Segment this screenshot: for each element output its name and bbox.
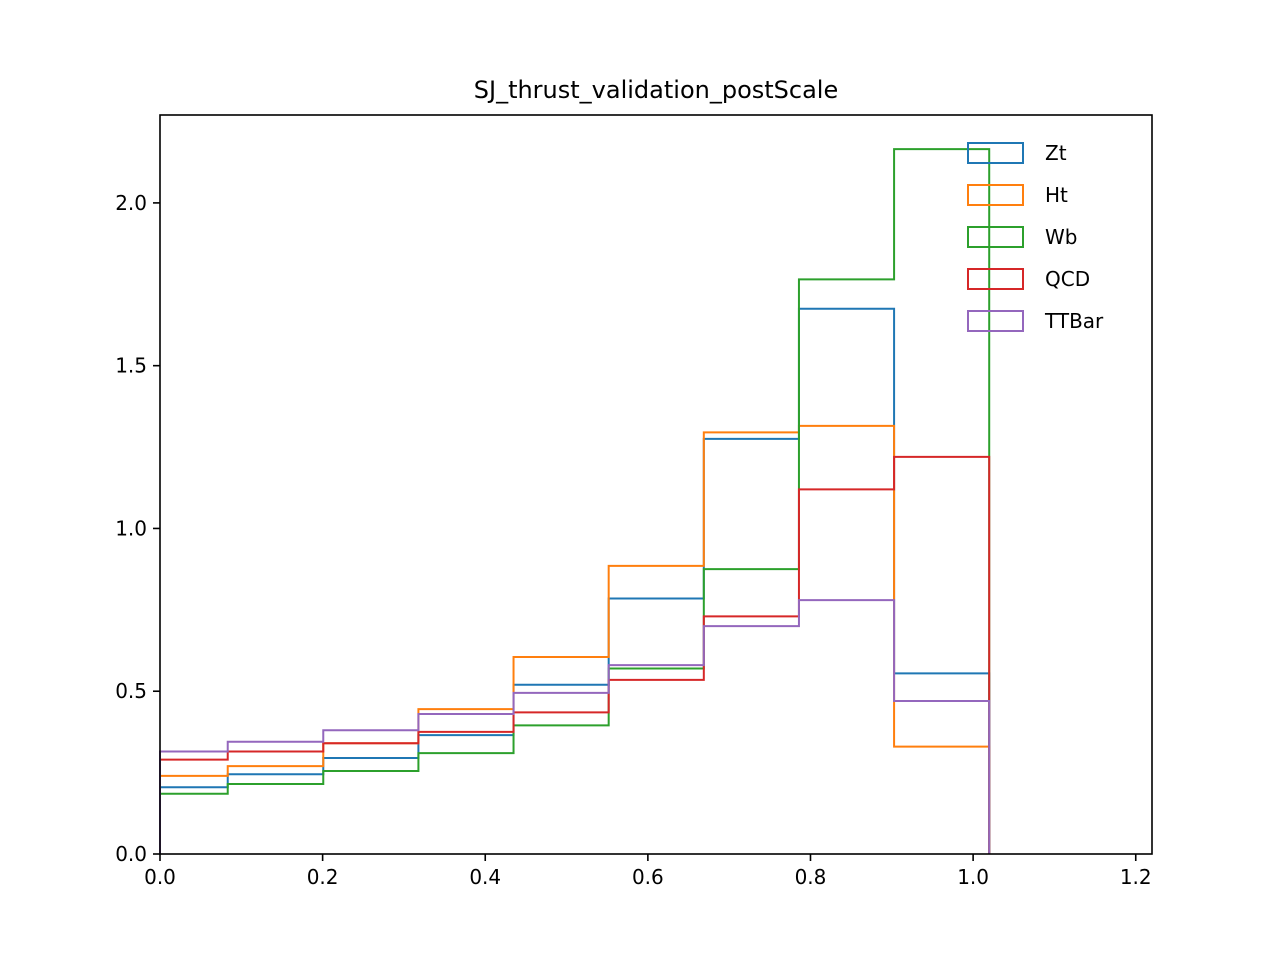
legend-label-wb: Wb (1045, 225, 1077, 249)
x-axis: 0.0 0.2 0.4 0.6 0.8 1.0 1.2 (144, 854, 1152, 889)
x-tick-label: 1.0 (957, 865, 989, 889)
series-step-qcd (159, 455, 991, 854)
series-step-ttbar (159, 599, 991, 854)
legend-label-ttbar: TTBar (1044, 309, 1104, 333)
series-step-zt (159, 307, 991, 854)
x-tick-label: 0.0 (144, 865, 176, 889)
series-step-wb (159, 148, 991, 854)
y-tick-label: 0.5 (115, 679, 147, 703)
x-tick-label: 0.8 (795, 865, 827, 889)
legend-label-qcd: QCD (1045, 267, 1090, 291)
legend-label-ht: Ht (1045, 183, 1068, 207)
legend-swatch-zt (967, 142, 1024, 164)
plot-area-frame (159, 114, 1153, 855)
legend: Zt Ht Wb QCD TTBar (967, 141, 1104, 333)
y-tick-label: 2.0 (115, 191, 147, 215)
x-tick-label: 1.2 (1120, 865, 1152, 889)
y-tick-label: 1.0 (115, 516, 147, 540)
y-axis: 0.0 0.5 1.0 1.5 2.0 (115, 191, 160, 866)
legend-swatch-qcd (967, 268, 1024, 290)
legend-swatch-wb (967, 226, 1024, 248)
legend-swatch-ht (967, 184, 1024, 206)
x-tick-label: 0.2 (307, 865, 339, 889)
chart-title: SJ_thrust_validation_postScale (474, 76, 839, 104)
y-tick-label: 0.0 (115, 842, 147, 866)
y-tick-label: 1.5 (115, 354, 147, 378)
legend-swatch-ttbar (967, 310, 1024, 332)
x-tick-label: 0.4 (469, 865, 501, 889)
x-tick-label: 0.6 (632, 865, 664, 889)
series-step-ht (159, 424, 991, 854)
legend-label-zt: Zt (1045, 141, 1067, 165)
histogram-series-layer (159, 148, 991, 854)
